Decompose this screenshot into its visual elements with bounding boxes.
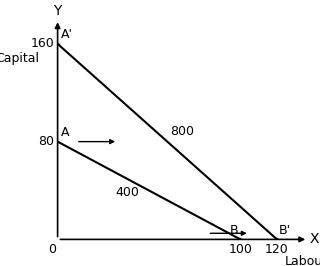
Text: Labour: Labour xyxy=(284,255,320,266)
Text: 160: 160 xyxy=(30,37,54,50)
Text: 100: 100 xyxy=(228,243,252,256)
Text: B: B xyxy=(230,224,239,237)
Text: 800: 800 xyxy=(170,125,194,138)
Text: 400: 400 xyxy=(115,186,139,200)
Text: X: X xyxy=(310,232,319,246)
Text: 80: 80 xyxy=(38,135,54,148)
Text: A': A' xyxy=(61,28,73,41)
Text: 0: 0 xyxy=(48,243,56,256)
Text: Y: Y xyxy=(53,4,62,18)
Text: Capital: Capital xyxy=(0,52,39,65)
Text: 120: 120 xyxy=(265,243,289,256)
Text: A: A xyxy=(61,126,70,139)
Text: B': B' xyxy=(279,224,291,237)
